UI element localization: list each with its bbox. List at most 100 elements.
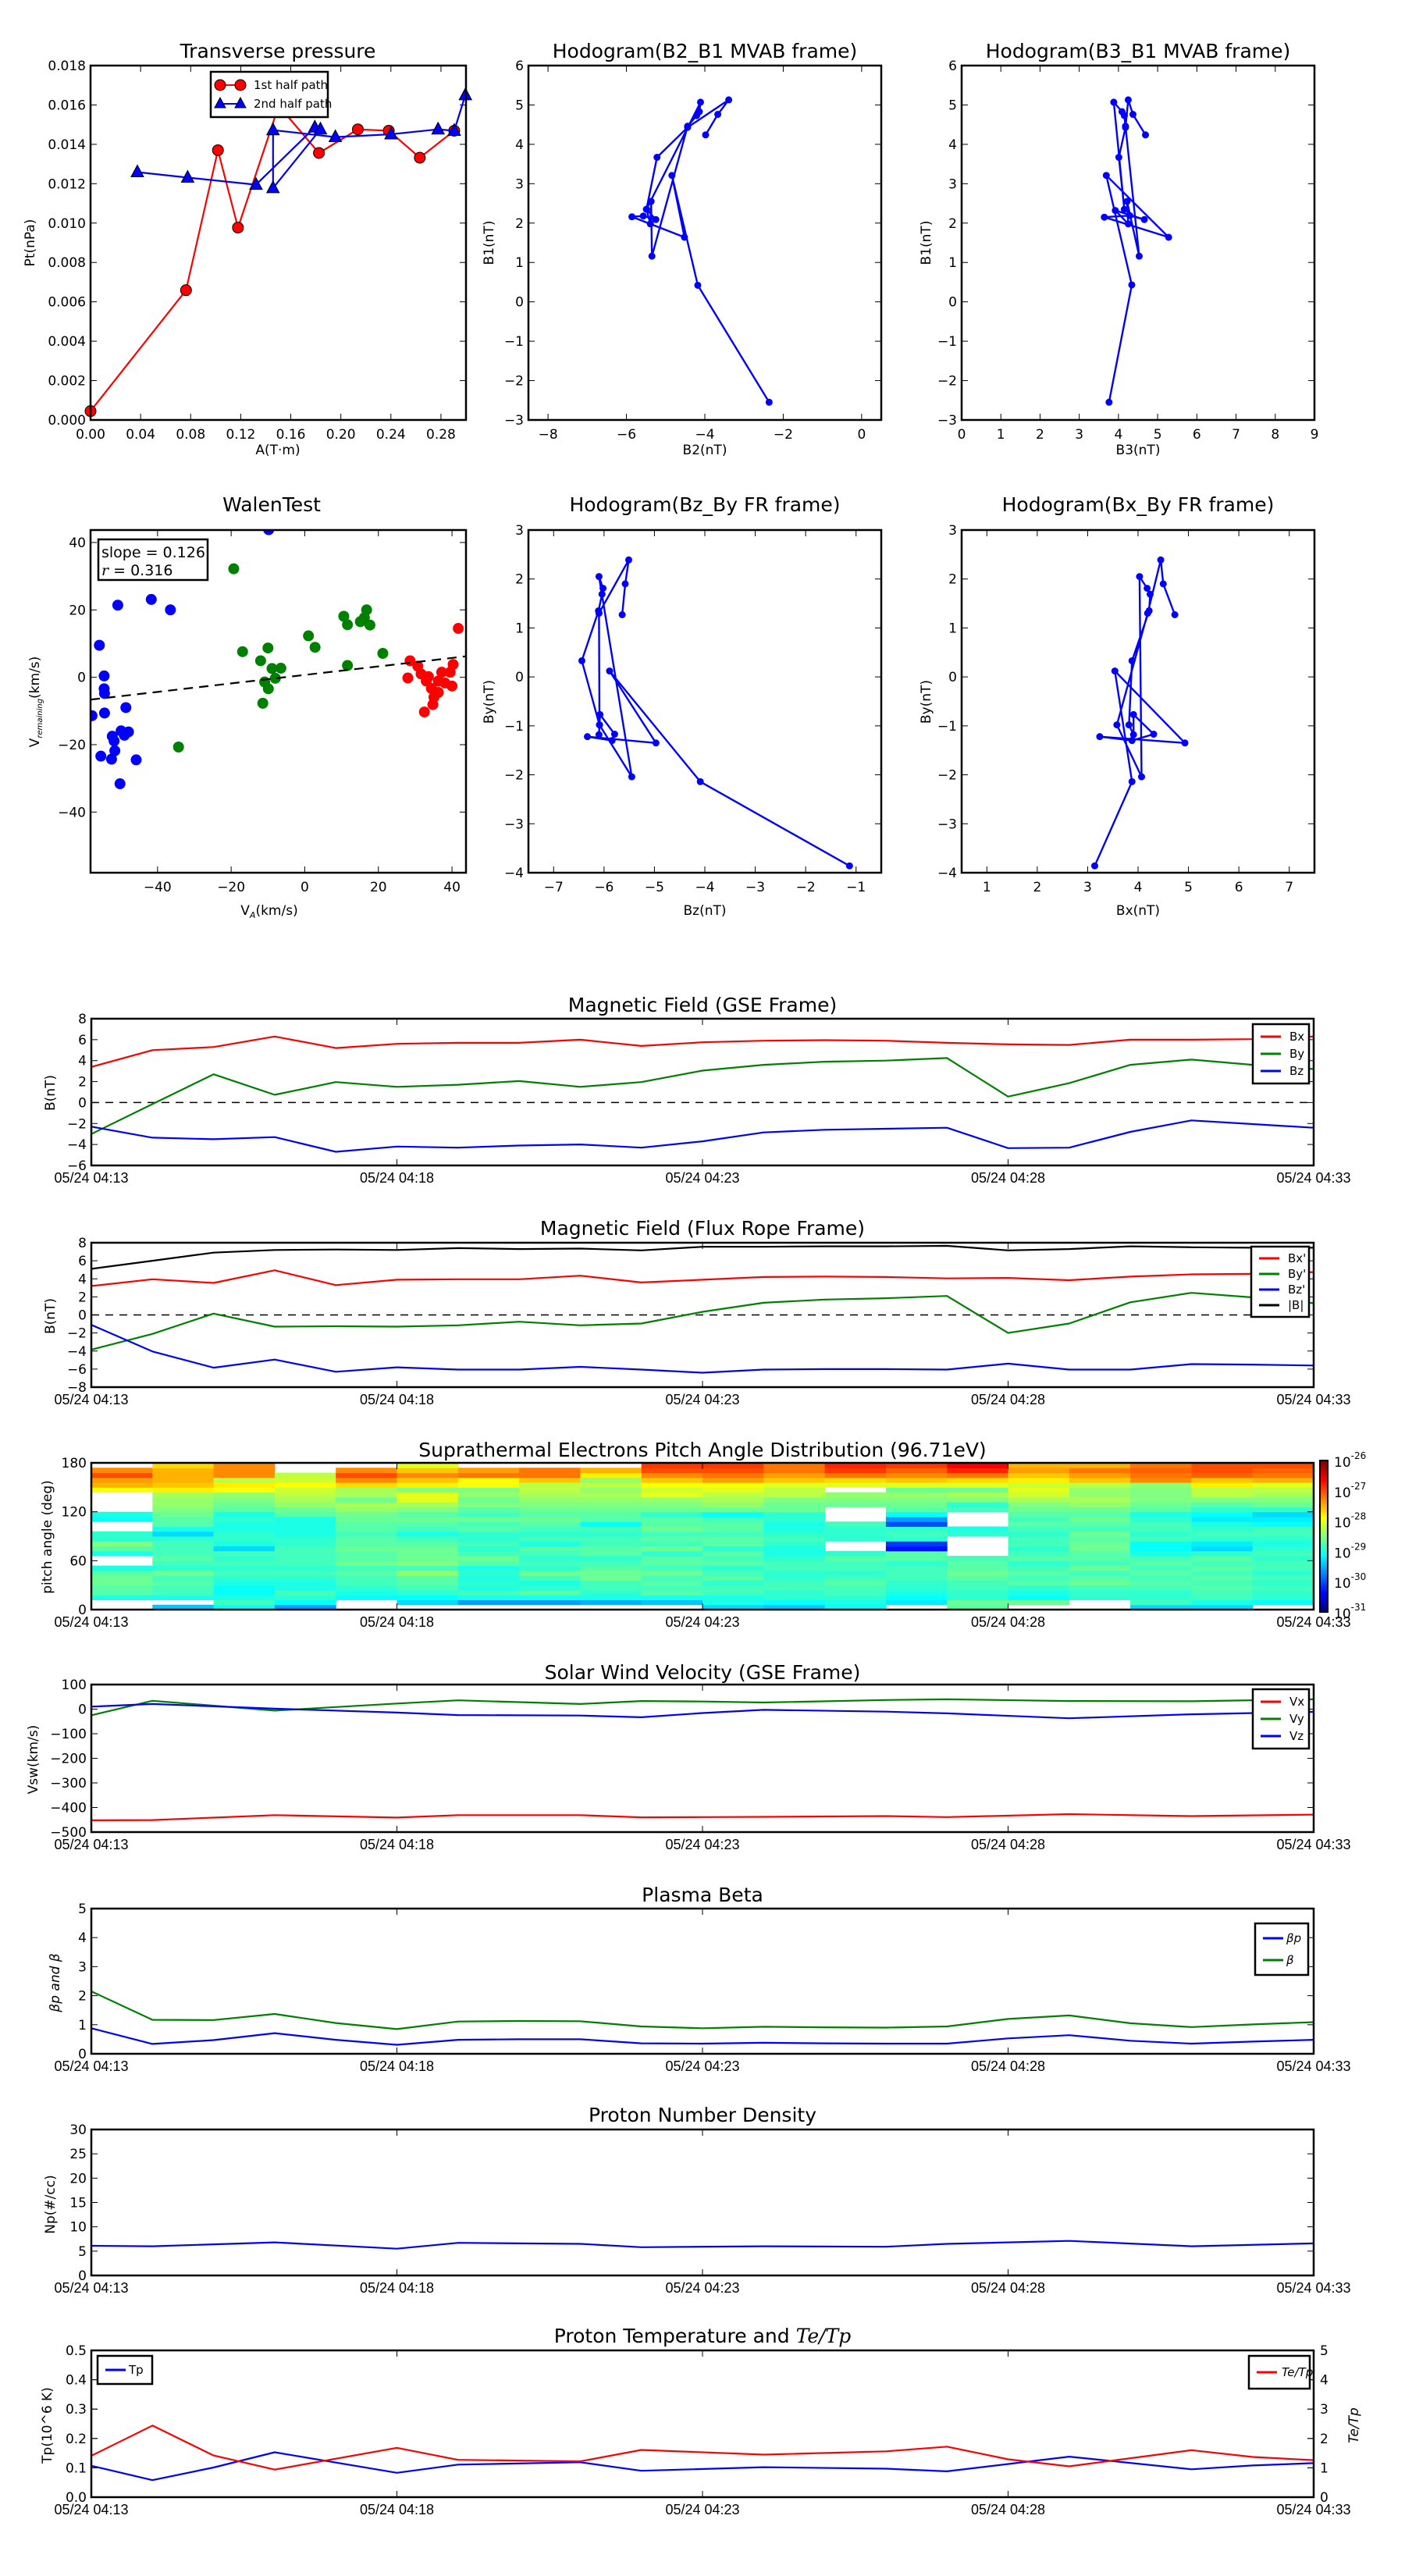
y-tick-label: −400	[50, 1801, 87, 1816]
heatmap-cell	[1130, 1570, 1192, 1576]
heatmap-cell	[947, 1468, 1008, 1474]
y-tick-label-right: 2	[1320, 2432, 1329, 2447]
colorbar-segment	[1320, 1604, 1328, 1608]
heatmap-cell	[1252, 1595, 1314, 1600]
data-point	[765, 398, 773, 406]
heatmap-cell	[152, 1541, 215, 1547]
heatmap-cell	[274, 1585, 336, 1591]
heatmap-cell	[1008, 1575, 1070, 1581]
heatmap-cell	[1130, 1526, 1192, 1532]
legend-label: 2nd half path	[254, 97, 332, 111]
heatmap-cell	[397, 1496, 459, 1503]
heatmap-cell	[641, 1516, 703, 1522]
heatmap-cell	[457, 1536, 520, 1542]
heatmap-cell	[336, 1492, 397, 1498]
x-tick-label: 05/24 04:13	[54, 1614, 128, 1630]
heatmap-cell	[1130, 1556, 1192, 1561]
colorbar-segment	[1320, 1508, 1328, 1512]
heatmap-cell	[580, 1570, 642, 1576]
heatmap-cell	[1191, 1463, 1254, 1468]
data-point	[1159, 580, 1167, 588]
colorbar-segment	[1320, 1543, 1328, 1547]
heatmap-cell	[641, 1507, 703, 1513]
heatmap-cell	[580, 1482, 642, 1488]
series-line-Bz	[91, 1324, 1314, 1374]
chart-hodogram-bx-by: 1 2 3 4 5 6 7 −4 −3 −2 −1 0 1 2 3	[937, 523, 1316, 895]
r-value: = 0.316	[108, 562, 173, 579]
x-tick-label: 05/24 04:33	[1276, 1837, 1350, 1852]
y-tick-label: 5	[78, 2244, 87, 2260]
x-tick-label: 6	[1235, 880, 1243, 895]
legend-box	[1254, 1922, 1310, 1976]
heatmap-cell	[152, 1468, 215, 1474]
heatmap-cell	[274, 1575, 336, 1581]
plot-frame	[90, 1461, 1315, 1611]
heatmap-cell	[213, 1492, 276, 1498]
heatmap-cell	[1008, 1516, 1070, 1522]
y-tick-label: 1	[515, 255, 524, 271]
data-point	[431, 121, 446, 135]
y-tick-label: 4	[78, 1272, 87, 1287]
x-tick-label: 40	[443, 880, 461, 895]
x-tick-label: 05/24 04:33	[1276, 1392, 1350, 1407]
heatmap-cell	[457, 1599, 520, 1606]
colorbar-frame	[1319, 1460, 1329, 1613]
heatmap-cell	[397, 1468, 459, 1474]
y-tick-label: 100	[62, 1678, 87, 1693]
y-tick-label: −500	[50, 1825, 87, 1841]
heatmap-cell	[213, 1585, 276, 1591]
heatmap-cell	[763, 1482, 826, 1488]
y-tick-label: −6	[67, 1362, 87, 1378]
colorbar-segment	[1320, 1518, 1328, 1522]
y-tick-label: 5	[948, 98, 957, 113]
heatmap-cell	[152, 1526, 215, 1532]
heatmap-cell	[1252, 1482, 1314, 1488]
heatmap-cell	[1191, 1585, 1254, 1591]
heatmap-cell	[1191, 1565, 1254, 1571]
heatmap-cell	[152, 1521, 215, 1527]
legend-label: βp	[1286, 1931, 1301, 1945]
heatmap-cell	[1130, 1496, 1192, 1503]
heatmap-cell	[1008, 1507, 1070, 1513]
heatmap-cell	[1069, 1521, 1131, 1527]
x-tick-label: 1	[997, 427, 1005, 443]
heatmap-cell	[641, 1589, 703, 1596]
x-tick-label: 05/24 04:13	[54, 1837, 128, 1852]
heatmap-cell	[336, 1468, 397, 1474]
data-point	[702, 131, 710, 139]
heatmap-cell	[397, 1560, 459, 1567]
y-tick-label: 0	[948, 295, 957, 311]
y-tick-label: 0.016	[48, 98, 86, 113]
heatmap-cell	[519, 1472, 581, 1478]
heatmap-cell	[457, 1550, 520, 1557]
heatmap-cell	[1191, 1599, 1254, 1606]
x-tick-label: 05/24 04:23	[665, 1170, 739, 1186]
heatmap-cell	[947, 1463, 1008, 1468]
heatmap-cell	[152, 1560, 215, 1567]
heatmap-cell	[336, 1595, 397, 1600]
legend-label: Tp	[128, 2363, 144, 2377]
heatmap-cell	[457, 1560, 520, 1567]
data-point	[351, 123, 364, 136]
data-point	[262, 642, 274, 654]
colorbar-segment	[1320, 1461, 1328, 1464]
heatmap-cell	[824, 1477, 887, 1483]
data-point	[1113, 721, 1121, 729]
data-point	[610, 731, 618, 738]
heatmap-cell	[336, 1531, 397, 1537]
y-tick-label: 2	[948, 216, 957, 232]
data-point	[1110, 98, 1118, 106]
heatmap-cell	[1130, 1463, 1192, 1468]
colorbar-tick-label: 10-26	[1334, 1450, 1366, 1471]
heatmap-cell	[519, 1482, 581, 1488]
data-point	[1129, 710, 1137, 718]
heatmap-cell	[274, 1531, 336, 1537]
y-tick-label: −200	[50, 1752, 87, 1767]
y-tick-label: 0	[78, 1603, 87, 1618]
y-tick-label-right: 5	[1320, 2343, 1329, 2359]
heatmap-cell	[947, 1565, 1008, 1571]
y-axis-label: Pt(nPa)	[23, 219, 38, 267]
chart-proton-temperature: 05/24 04:13 05/24 04:18 05/24 04:23 05/24 0…	[54, 2343, 1350, 2517]
heatmap-cell	[1191, 1521, 1254, 1527]
data-point	[648, 252, 656, 260]
